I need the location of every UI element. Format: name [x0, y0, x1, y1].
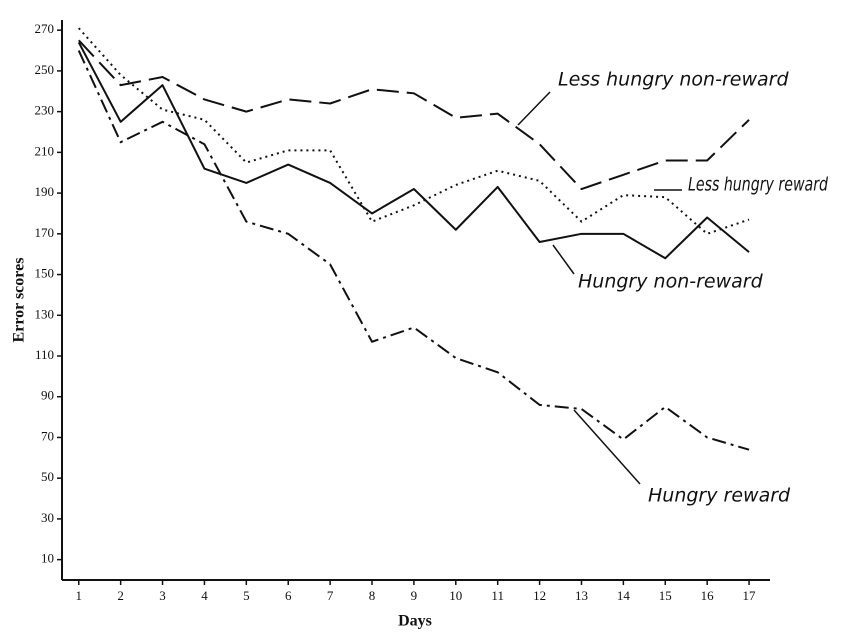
series-label: Less hungry reward: [688, 174, 829, 196]
label-leader: [517, 91, 551, 126]
y-tick-label: 90: [41, 388, 54, 403]
y-tick-label: 230: [35, 103, 55, 118]
x-tick-label: 2: [117, 588, 124, 603]
series-label: Hungry non-reward: [578, 271, 764, 293]
series-line: [78, 27, 750, 235]
x-tick-label: 7: [327, 588, 334, 603]
label-leader: [552, 244, 575, 275]
series-line: [78, 39, 750, 191]
x-tick-label: 6: [285, 588, 292, 603]
x-tick-label: 17: [743, 588, 757, 603]
y-tick-label: 250: [35, 62, 55, 77]
y-tick-label: 150: [35, 266, 55, 281]
x-tick-label: 15: [659, 588, 672, 603]
series-label: Hungry reward: [648, 485, 791, 507]
x-tick-label: 3: [159, 588, 166, 603]
x-tick-label: 4: [201, 588, 208, 603]
y-tick-label: 110: [35, 347, 54, 362]
x-tick-label: 5: [243, 588, 250, 603]
x-axis-label: Days: [398, 613, 432, 630]
series-line: [77, 50, 750, 451]
label-leader: [573, 409, 641, 485]
x-tick-label: 10: [449, 588, 462, 603]
y-tick-label: 10: [41, 551, 54, 566]
y-axis-label: Error scores: [11, 258, 28, 343]
x-tick-label: 12: [533, 588, 546, 603]
y-tick-label: 70: [41, 428, 54, 443]
y-tick-label: 130: [35, 306, 55, 321]
y-tick-label: 270: [35, 21, 55, 36]
x-tick-label: 1: [76, 588, 83, 603]
x-tick-label: 9: [411, 588, 418, 603]
x-tick-label: 8: [369, 588, 376, 603]
x-tick-label: 16: [701, 588, 715, 603]
series-line: [77, 41, 750, 260]
x-tick-label: 11: [491, 588, 504, 603]
y-tick-label: 210: [35, 143, 55, 158]
y-tick-label: 170: [35, 225, 55, 240]
x-tick-label: 13: [575, 588, 588, 603]
y-tick-label: 190: [35, 184, 55, 199]
y-tick-label: 50: [41, 469, 54, 484]
series-label: Less hungry non-reward: [558, 69, 789, 91]
x-tick-label: 14: [617, 588, 631, 603]
y-tick-label: 30: [41, 510, 54, 525]
